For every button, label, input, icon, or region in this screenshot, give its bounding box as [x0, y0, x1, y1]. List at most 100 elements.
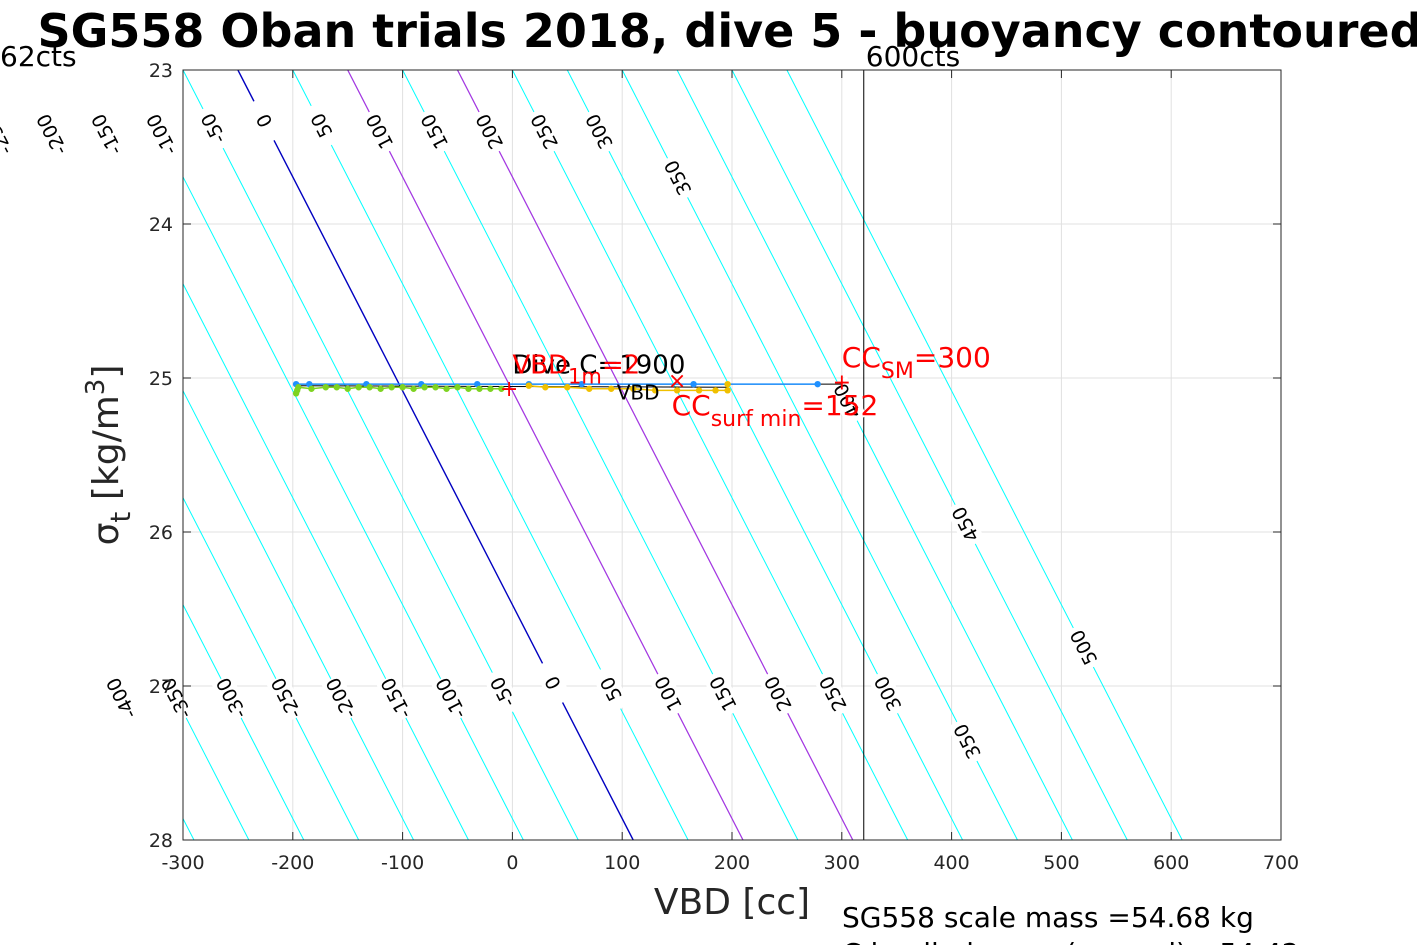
y-axis-label-part: [kg/m [86, 395, 127, 511]
contour-labels: -500-450-400-350-300-250-200-150-100-500… [0, 96, 1104, 767]
contour-label: -150 [86, 110, 127, 160]
y-tick-label: 26 [149, 522, 173, 544]
data-point [690, 380, 697, 388]
annotation-value: =152 [801, 389, 878, 422]
y-tick-label: 23 [149, 60, 173, 82]
contour-label-bg [945, 499, 986, 549]
contour-label-text: -150 [88, 110, 127, 158]
contour-label-bg [1063, 622, 1104, 673]
y-axis-label-part: 3 [81, 379, 111, 396]
contour-label-bg [827, 376, 867, 426]
contour-label: 0 [532, 658, 573, 708]
data-point [695, 387, 703, 394]
contour-label-bg [757, 669, 798, 719]
annotation-vbd: VBD1m=2 [512, 350, 640, 388]
contour-label-bg [301, 100, 342, 151]
annotation-main: VBD [512, 350, 568, 380]
data-point [465, 385, 472, 392]
contour-label-bg [867, 669, 908, 719]
y-tick-label: 24 [149, 214, 173, 236]
y-axis-label-part: ] [86, 365, 127, 379]
axis-ticks: -300 -200 -100 0 100 200 300 400 500 600 700 23 24 25… [149, 60, 1299, 874]
x-axis-label: VBD [cc] [654, 882, 810, 923]
contour-label-bg [141, 110, 182, 160]
contour-line [731, 70, 1128, 840]
x-tick-label: 700 [1263, 852, 1299, 874]
annotation-sub: surf min [711, 407, 802, 432]
y-axis-label-part: t [104, 512, 137, 523]
contour-label-bg [579, 107, 619, 157]
x-tick-label: 600 [1153, 852, 1189, 874]
data-point [399, 384, 406, 391]
contour-label-bg [482, 667, 523, 717]
data-point [344, 385, 351, 392]
y-tick-label: 28 [149, 830, 173, 852]
contour-label-bg [430, 673, 471, 723]
data-point [377, 385, 384, 392]
contour-label-bg [648, 669, 688, 719]
contour-line [621, 70, 1018, 840]
chart-titles: SG558 Oban trials 2018, dive 5 - buoyanc… [0, 4, 1417, 945]
contour-label: -250 [0, 110, 17, 160]
data-point [814, 380, 821, 388]
data-point [629, 385, 637, 392]
x-tick-label: 400 [933, 852, 969, 874]
data-point [355, 384, 362, 391]
contour-line [292, 70, 689, 840]
neutral-buoyancy-line [237, 70, 634, 840]
contour-label-bg [532, 658, 573, 708]
annotation-value: =300 [914, 341, 991, 374]
data-series [292, 380, 842, 397]
annotation-sub: SM [881, 359, 914, 384]
contour-label-bg [211, 673, 251, 723]
data-point [295, 384, 302, 391]
contour-line [676, 70, 1073, 840]
data-point [432, 384, 439, 391]
annotation-main: CC [842, 341, 881, 374]
contour-line [0, 70, 84, 840]
data-point [673, 387, 681, 394]
contour-label: -100 [141, 110, 182, 160]
data-point [322, 384, 329, 391]
contour-label-bg [321, 673, 361, 723]
contour-label-bg [359, 107, 400, 157]
annotation-value: =1900 [597, 350, 685, 380]
footer-line: C implied mass (ascend) =54.42 [842, 937, 1300, 945]
data-point [476, 385, 483, 392]
contour-label-bg [244, 96, 284, 146]
annotation-sub: 1m [568, 364, 602, 388]
data-point [388, 384, 395, 391]
contour-label-bg [31, 110, 72, 160]
y-tick-label: 27 [149, 676, 173, 698]
contour-label-bg [590, 664, 631, 714]
contour-label: -200 [31, 110, 72, 160]
x-tick-label: 0 [506, 852, 518, 874]
annotation-vbdlabel: VBD [617, 381, 660, 405]
x-tick-label: 500 [1043, 852, 1079, 874]
x-tick-label: -200 [271, 852, 314, 874]
marker-point: × [668, 369, 686, 394]
contour-label-bg [657, 153, 698, 203]
annotation-divec: Dive C=1900 [512, 350, 685, 380]
y-axis-label-part: σ [86, 523, 127, 546]
contour-label-bg [375, 673, 416, 723]
contour-label: -400 [101, 674, 142, 723]
x-tick-label: 100 [604, 852, 640, 874]
data-point [542, 384, 549, 391]
x-tick-label: -300 [161, 852, 204, 874]
contour-label-bg [702, 669, 743, 719]
data-point [525, 382, 533, 389]
data-point [578, 380, 585, 388]
contour-label-text: -200 [33, 110, 72, 158]
contour-label-bg [266, 673, 306, 723]
y-tick-label: 25 [149, 368, 173, 390]
data-point [443, 385, 450, 392]
contour-label-bg [414, 107, 455, 157]
data-point [498, 385, 505, 392]
top-left-label: 62cts [0, 40, 77, 73]
data-point [724, 380, 731, 388]
footer-line: SG558 scale mass =54.68 kg [842, 901, 1254, 934]
data-point [608, 385, 615, 392]
data-point [712, 387, 719, 394]
